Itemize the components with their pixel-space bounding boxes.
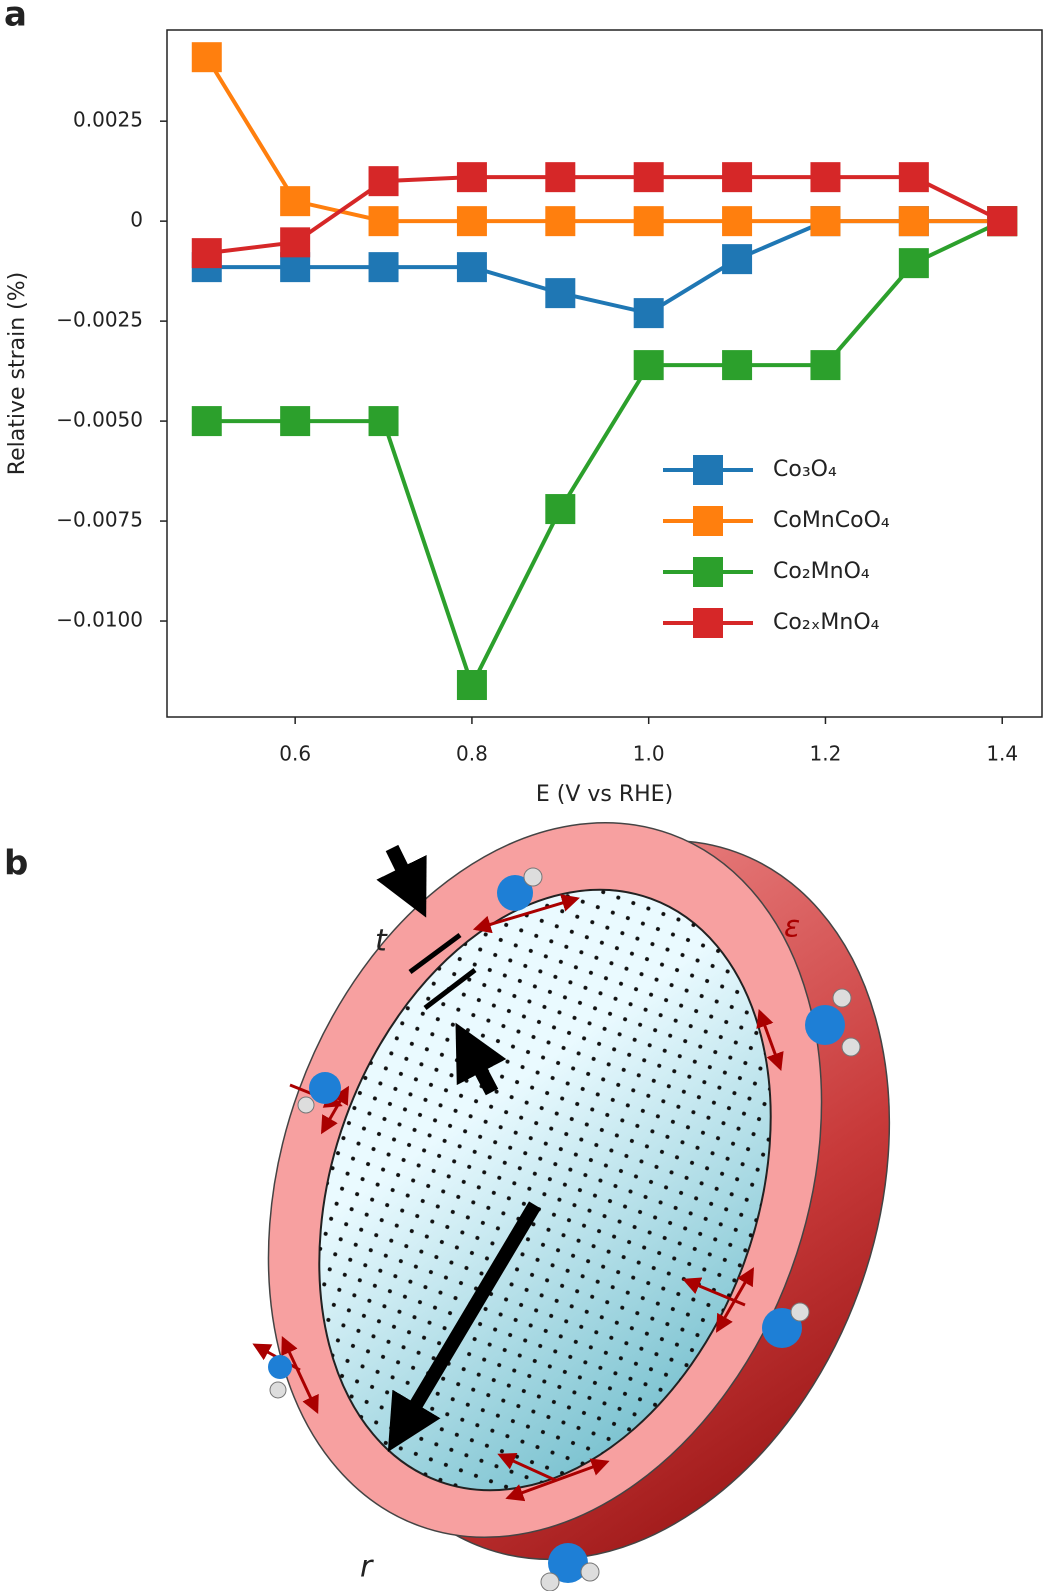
marker [280,186,311,217]
marker [280,227,311,258]
marker [633,350,664,381]
marker [368,406,399,437]
legend-marker [693,506,723,536]
marker [633,206,664,237]
marker [722,162,753,193]
diagram: t r ε [239,822,891,1592]
marker [368,252,399,283]
marker [368,166,399,197]
x-axis-label: E (V vs RHE) [536,782,673,807]
legend-marker [693,557,723,587]
panel-label: a [4,0,27,35]
legend-marker [693,455,723,485]
marker [456,670,487,701]
marker [898,162,929,193]
series-line [205,56,1003,224]
marker [545,162,576,193]
dimension-arrows [376,844,542,1453]
legend-label: Co₃O₄ [773,457,837,482]
series-line [206,219,1004,691]
radius-label: r [360,1550,374,1585]
y-tick-label: 0 [130,208,143,232]
y-tick-label: −0.0075 [56,508,143,532]
marker [898,248,929,279]
marker [280,406,311,437]
x-tick-label: 1.4 [986,742,1018,766]
x-tick-label: 0.8 [456,742,488,766]
y-axis-label: Relative strain (%) [5,272,30,475]
series-line [206,175,1004,256]
x-tick-label: 1.0 [633,742,665,766]
y-tick-label: 0.0025 [73,108,143,132]
marker [456,252,487,283]
marker [633,162,664,193]
marker [191,238,222,269]
marker [545,278,576,309]
water-molecules [268,867,861,1592]
marker [810,350,841,381]
marker [191,406,222,437]
marker [722,244,753,275]
panel-label: b [4,844,28,884]
thickness-label: t [375,924,388,959]
marker [456,162,487,193]
marker [722,206,753,237]
legend-label: Co₂ₓMnO₄ [773,610,880,635]
marker [456,206,487,237]
x-tick-label: 1.2 [810,742,842,766]
marker [545,494,576,525]
legend-marker [693,608,723,638]
legend-label: Co₂MnO₄ [773,559,870,584]
marker [810,162,841,193]
chart: 0.0025 0 −0.0025 −0.0050 −0.0075 −0.0100 0.6 0.… [5,29,1043,807]
strain-arrows [252,894,784,1502]
marker [987,206,1018,237]
legend-label: CoMnCoO₄ [773,508,890,533]
y-tick-label: −0.0025 [56,308,143,332]
plot-frame [166,29,1043,718]
strain-label: ε [784,910,800,945]
marker [191,42,222,73]
marker [722,350,753,381]
marker [545,206,576,237]
marker [633,298,664,329]
y-tick-label: −0.0100 [56,608,143,632]
y-tick-label: −0.0050 [56,408,143,432]
marker [898,206,929,237]
marker [810,206,841,237]
marker [368,206,399,237]
x-tick-label: 0.6 [279,742,311,766]
